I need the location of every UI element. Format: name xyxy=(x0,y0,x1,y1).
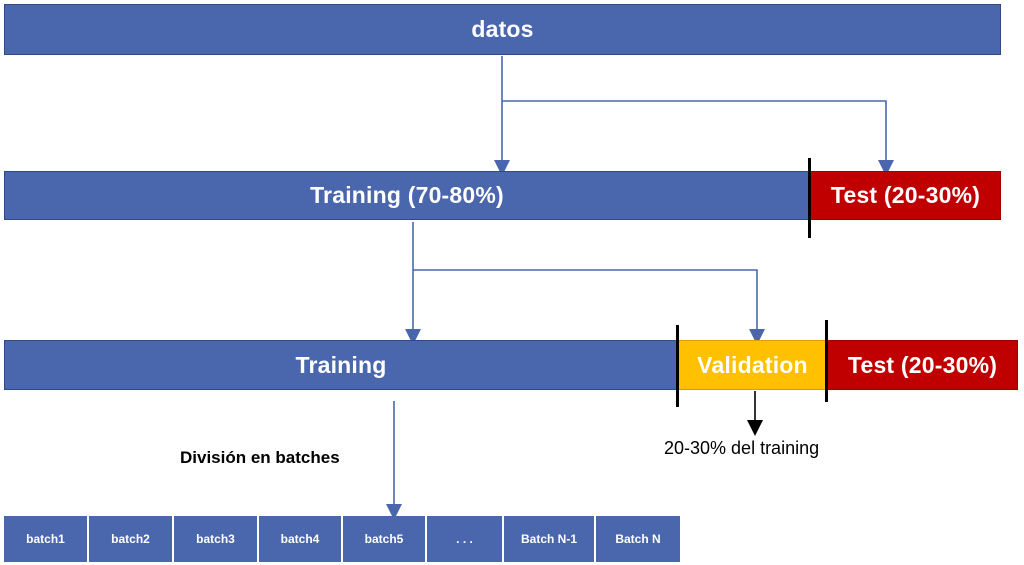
divider-split1 xyxy=(808,158,811,238)
training-bar-split1: Training (70-80%) xyxy=(4,171,810,220)
test-bar-split2: Test (20-30%) xyxy=(827,340,1018,390)
training-label-split1: Training (70-80%) xyxy=(310,182,504,208)
batch-row: batch1 batch2 batch3 batch4 batch5 . . .… xyxy=(4,516,680,562)
batch-cell: Batch N-1 xyxy=(504,516,596,562)
test-label-split1: Test (20-30%) xyxy=(830,182,981,208)
test-bar-split1: Test (20-30%) xyxy=(810,171,1001,220)
divider-validation-right xyxy=(825,320,828,402)
batch-cell: batch3 xyxy=(174,516,259,562)
arrow-datos-to-test xyxy=(502,100,894,176)
batch-cell: Batch N xyxy=(596,516,680,562)
arrow-training-to-validation xyxy=(413,269,765,345)
validation-bar: Validation xyxy=(678,340,827,390)
datos-label: datos xyxy=(471,16,534,42)
batches-title: División en batches xyxy=(180,448,340,467)
datos-bar: datos xyxy=(4,4,1001,55)
validation-label: Validation xyxy=(697,351,808,378)
batch-cell: batch1 xyxy=(4,516,89,562)
batch-cell: batch2 xyxy=(89,516,174,562)
batch-cell: batch4 xyxy=(259,516,343,562)
test-label-split2: Test (20-30%) xyxy=(847,351,998,378)
batch-cell-ellipsis: . . . xyxy=(427,516,504,562)
divider-validation-left xyxy=(676,325,679,407)
training-label-split2: Training xyxy=(295,351,387,378)
batch-cell: batch5 xyxy=(343,516,427,562)
training-bar-split2: Training xyxy=(4,340,678,390)
validation-note: 20-30% del training xyxy=(664,438,820,458)
